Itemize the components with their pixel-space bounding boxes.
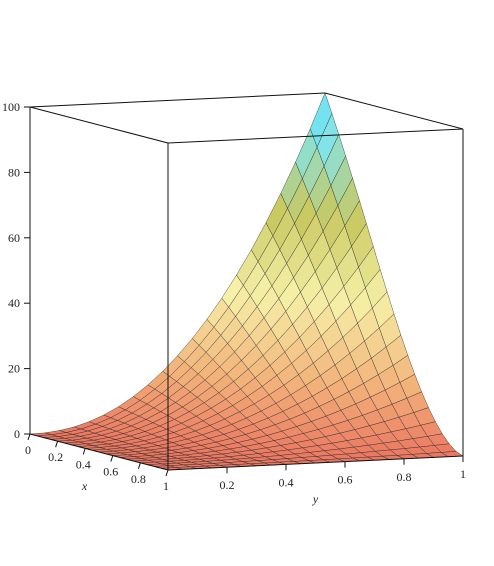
box-edge: [29, 92, 326, 108]
x-tick: [27, 433, 31, 441]
y-tick-label: 0.6: [338, 473, 353, 487]
x-tick: [137, 462, 141, 469]
y-tick-label: 0.2: [220, 478, 235, 492]
x-tick-label: 0: [25, 443, 31, 457]
z-tick-label: 100: [2, 100, 20, 114]
x-tick: [55, 441, 59, 448]
bounding-box: [29, 92, 464, 471]
x-tick: [110, 455, 114, 462]
box-edge: [29, 106, 169, 144]
y-tick-label: 1: [460, 467, 466, 481]
axes: 0 20 40 60 80 100 0 0.2 0.4 0.6 0.8 1 x 0.2 0.4 0.6 0.8 1…: [2, 100, 466, 506]
box-edge: [167, 455, 464, 471]
z-tick-label: 40: [8, 296, 20, 310]
y-tick-label: 0.8: [397, 470, 412, 484]
x-axis-label: x: [81, 479, 88, 493]
y-tick-label: 0.4: [279, 475, 294, 489]
x-tick: [165, 469, 169, 477]
x-tick-label: 0.2: [48, 450, 63, 464]
z-tick-label: 80: [8, 165, 20, 179]
y-axis-label: y: [312, 492, 319, 506]
box-edge: [167, 128, 464, 144]
x-tick-label: 0.6: [103, 465, 118, 479]
x-tick-label: 0.8: [131, 472, 146, 486]
x-tick-label: 0.4: [76, 457, 91, 471]
box-edge: [29, 433, 169, 471]
z-tick-label: 20: [8, 362, 20, 376]
box-edge: [324, 92, 464, 130]
z-tick-label: 60: [8, 231, 20, 245]
surface: [29, 92, 464, 471]
x-tick-label: 1: [163, 479, 169, 493]
z-tick-label: 0: [14, 427, 20, 441]
x-tick: [82, 448, 86, 455]
